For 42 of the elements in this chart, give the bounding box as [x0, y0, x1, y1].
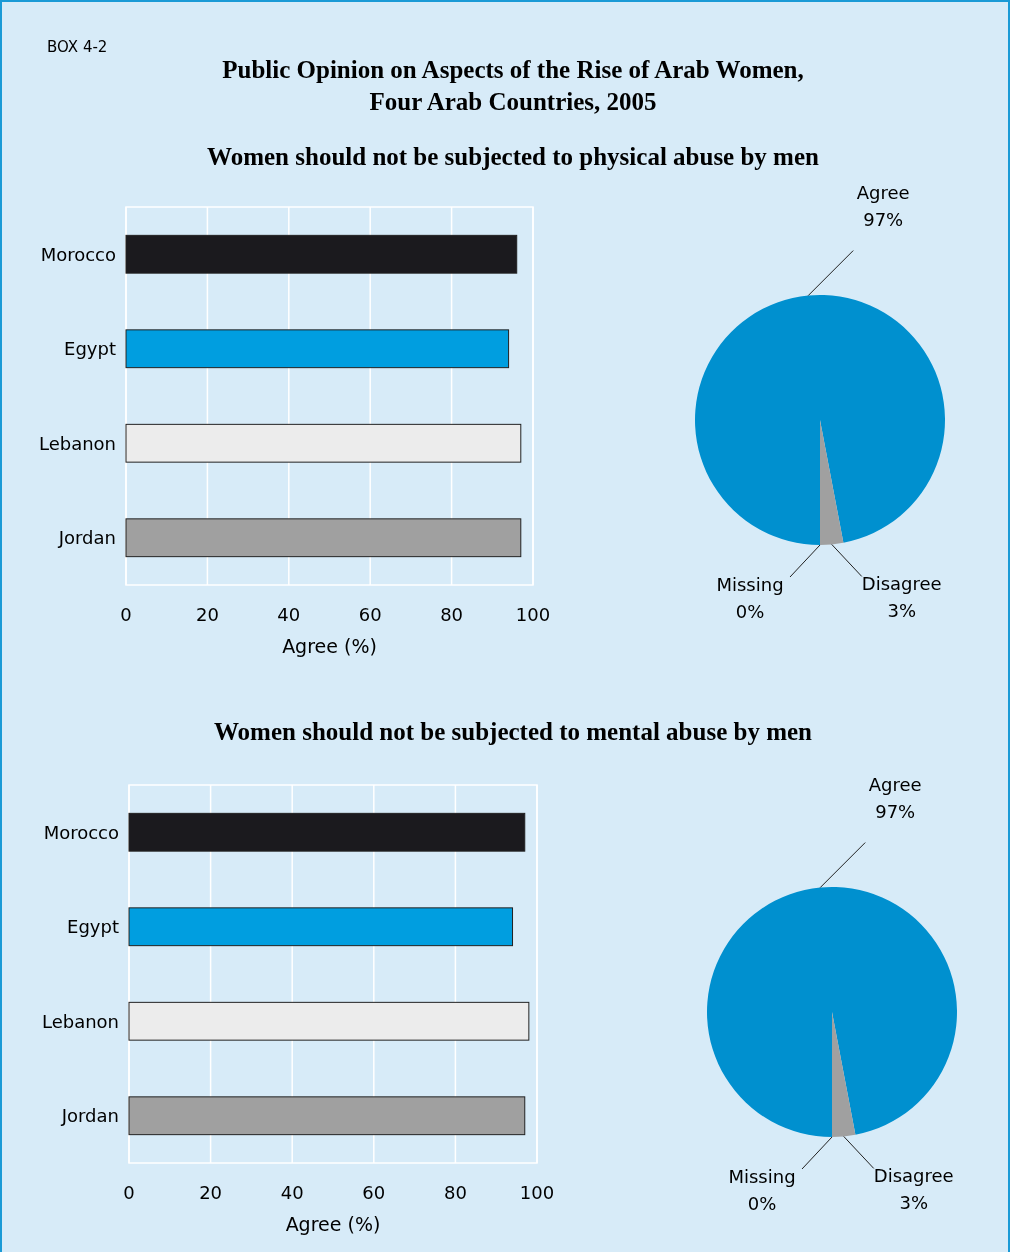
slice-label: Agree [856, 181, 910, 203]
slice-label: Disagree [861, 573, 942, 595]
y-tick-label: Morocco [43, 821, 119, 843]
pie-slice [695, 295, 945, 545]
data-label: 3% [887, 600, 917, 622]
x-axis-title: Agree (%) [282, 635, 377, 657]
x-tick-label: 0 [120, 604, 132, 625]
pie-slice [707, 887, 957, 1137]
x-tick-label: 80 [443, 1182, 467, 1203]
category-label: Missing [728, 1166, 796, 1187]
y-tick-label: Jordan [57, 527, 116, 549]
data-label: 97% [875, 800, 916, 822]
y-tick-label: Morocco [40, 243, 116, 265]
text: BOX 4-2 [47, 38, 108, 56]
x-tick-label: 100 [519, 1182, 555, 1203]
x-tick-label: 20 [199, 1182, 223, 1203]
slice-label: Disagree [873, 1165, 954, 1187]
x-tick-label: 80 [440, 604, 464, 625]
data-label: 97% [863, 208, 904, 230]
pie-slice [832, 1012, 856, 1137]
slice-label: Agree [868, 773, 922, 795]
data-label: 3% [899, 1192, 929, 1214]
y-tick-label: Jordan [60, 1105, 119, 1127]
x-tick-label: 0 [123, 1182, 135, 1203]
y-tick-label: Lebanon [41, 1010, 119, 1032]
x-tick-label: 40 [280, 1182, 304, 1203]
chart-subtitle: Women should not be subjected to physical abuse by men [207, 143, 820, 170]
y-tick-label: Egypt [64, 338, 116, 360]
chart-title: Public Opinion on Aspects of the Rise of Arab Women, Four Arab Countries, 2005 [222, 56, 804, 115]
text: 0% [735, 601, 765, 622]
x-axis-title: Agree (%) [285, 1213, 381, 1235]
x-tick-label: 60 [358, 604, 382, 625]
y-tick-label: Lebanon [38, 432, 116, 454]
x-tick-label: 20 [195, 604, 219, 625]
chart-title: Women should not be subjected to mental abuse by men [214, 718, 813, 745]
x-tick-label: 40 [277, 604, 301, 625]
pie-slice [820, 420, 844, 545]
y-tick-label: Egypt [67, 916, 119, 938]
text: 0% [747, 1193, 777, 1214]
category-label: Missing [716, 574, 784, 595]
x-tick-label: 100 [515, 604, 551, 625]
x-tick-label: 60 [362, 1182, 386, 1203]
